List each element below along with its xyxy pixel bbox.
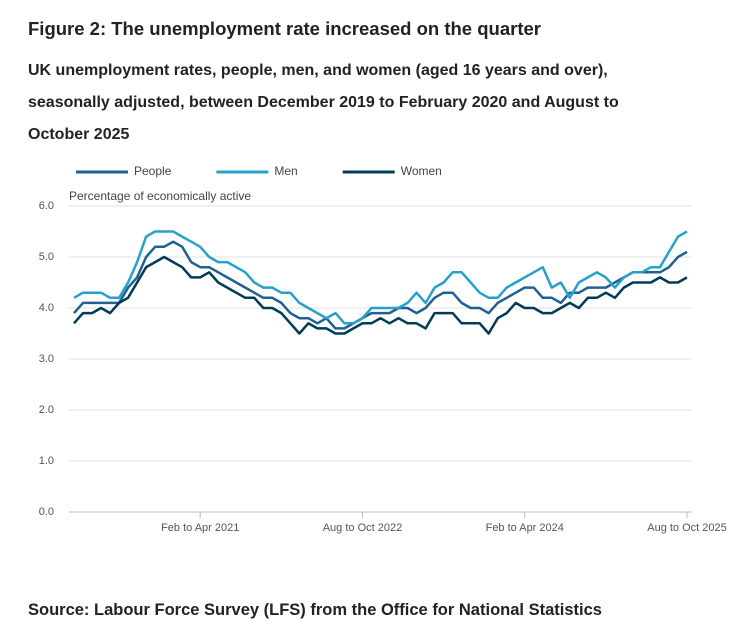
y-tick-label: 0.0 [39,506,54,518]
x-tick-label: Aug to Oct 2025 [647,522,727,534]
legend-label: Men [274,164,297,178]
source-note: Source: Labour Force Survey (LFS) from t… [28,601,602,619]
figure-title: Figure 2: The unemployment rate increase… [28,18,541,39]
y-tick-label: 6.0 [39,200,54,212]
chart-subtitle: UK unemployment rates, people, men, and … [28,62,619,143]
series-line [73,230,688,325]
chart: Percentage of economically active 0.0 1.0… [39,164,727,534]
legend-label: Women [401,164,442,178]
y-tick-label: 3.0 [39,353,54,365]
legend-label: People [134,164,172,178]
x-tick-label: Feb to Apr 2024 [486,522,564,534]
x-tick-label: Aug to Oct 2022 [323,522,403,534]
x-tick-label: Feb to Apr 2021 [161,522,239,534]
y-tick-label: 1.0 [39,455,54,467]
y-tick-label: 4.0 [39,302,54,314]
y-tick-label: 2.0 [39,404,54,416]
y-tick-label: 5.0 [39,251,54,263]
series-line [73,240,688,330]
y-axis-label: Percentage of economically active [69,189,251,203]
series-line [73,255,688,335]
